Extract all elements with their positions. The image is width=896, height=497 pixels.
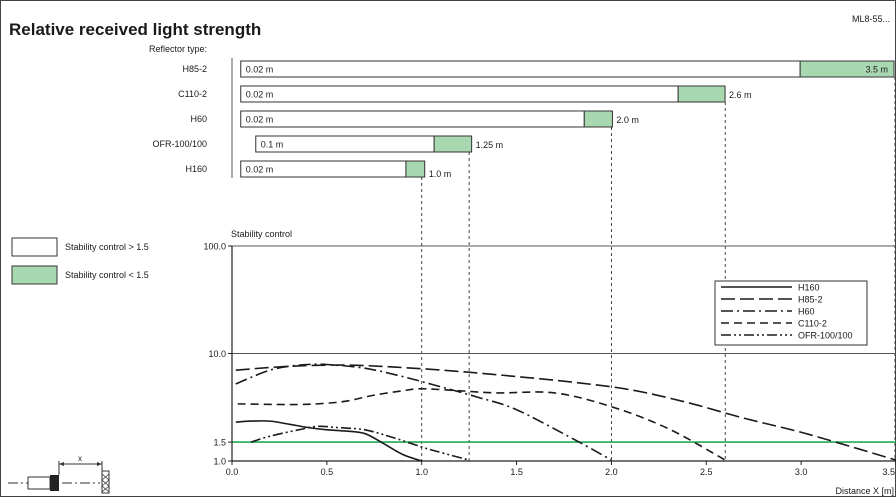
series-legend-label-h160: H160 [798,283,820,293]
sensor-diagram: x [8,454,110,494]
reflector-label-h60: H60 [190,114,207,124]
bar-min-label-ofr-100-100: 0.1 m [261,140,284,150]
sensor-lens [50,475,59,491]
reflector-symbol [101,470,110,494]
reflector-type-label: Reflector type: [149,44,207,54]
bar-unstable-h160 [405,160,426,178]
x-tick-label: 1.0 [415,467,428,477]
x-tick-label: 2.5 [700,467,713,477]
bar-unstable-h85-2 [799,60,895,78]
distance-arrowheads [59,462,102,466]
range-bars: H85-2 0.02 m 3.5 m C110-2 0.02 m 2.6 m H60 0.02… [152,60,895,179]
bar-max-label-h160: 1.0 m [429,169,452,179]
reflector-label-ofr-100-100: OFR-100/100 [152,139,207,149]
reflector-hatch [101,473,110,493]
bar-stable-h60 [240,110,585,128]
series-legend-label-h85-2: H85-2 [798,295,823,305]
sensor-body [27,476,51,490]
bar-stable-h85-2 [240,60,801,78]
range-guide-lines [421,77,896,461]
bar-max-label-ofr-100-100: 1.25 m [476,140,504,150]
series-line-h85-2 [235,364,896,461]
series-line-h60 [235,363,612,461]
x-tick-label: 3.5 [882,467,895,477]
y-tick-label: 1.5 [213,438,226,448]
reflector-label-c110-2: C110-2 [178,89,207,99]
bar-stable-c110-2 [240,85,679,103]
bar-unstable-h60 [583,110,613,128]
bar-min-label-c110-2: 0.02 m [246,90,274,100]
legend-label-unstable: Stability control < 1.5 [65,270,149,280]
series-line-c110-2 [237,387,726,461]
x-tick-label: 3.0 [795,467,808,477]
y-tick-label: 10.0 [208,349,226,359]
series-legend-label-h60: H60 [798,307,815,317]
figure-title: Relative received light strength [9,20,261,39]
distance-symbol: x [78,454,82,463]
plot-series [235,363,896,462]
reflector-label-h85-2: H85-2 [182,64,207,74]
bar-min-label-h85-2: 0.02 m [246,65,274,75]
bar-max-label-c110-2: 2.6 m [729,90,752,100]
legend-swatch-unstable [11,265,58,285]
plot-axes: 100.010.01.51.00.0 0.5 1.0 1.5 2.0 2.5 3.0 3.5 [203,242,896,477]
bar-max-label-h60: 2.0 m [616,115,639,125]
y-axis-label: Stability control [231,229,292,239]
series-line-ofr-100-100 [250,425,470,461]
plot-grid [232,245,896,443]
x-axis-label: Distance X [m] [835,486,894,496]
bar-min-label-h160: 0.02 m [246,165,274,175]
series-legend: H160 H85-2 H60 C110-2 OFR-100/100 [714,280,868,346]
series-legend-label-c110-2: C110-2 [798,319,827,329]
bar-min-label-h60: 0.02 m [246,115,274,125]
bar-unstable-c110-2 [677,85,726,103]
x-tick-label: 2.0 [605,467,618,477]
bar-max-label-h85-2: 3.5 m [865,65,888,75]
document-id: ML8-55... [852,14,890,24]
series-line-h160 [235,420,422,462]
x-tick-label: 0.5 [321,467,334,477]
legend-label-stable: Stability control > 1.5 [65,242,149,252]
y-tick-label: 100.0 [203,242,226,252]
legend-swatch-stable [11,237,58,257]
series-legend-label-ofr-100-100: OFR-100/100 [798,331,853,341]
x-tick-label: 1.5 [510,467,523,477]
y-tick-label: 1.0 [213,457,226,467]
x-tick-label: 0.0 [226,467,239,477]
bar-unstable-ofr-100-100 [433,135,473,153]
reflector-label-h160: H160 [185,164,207,174]
